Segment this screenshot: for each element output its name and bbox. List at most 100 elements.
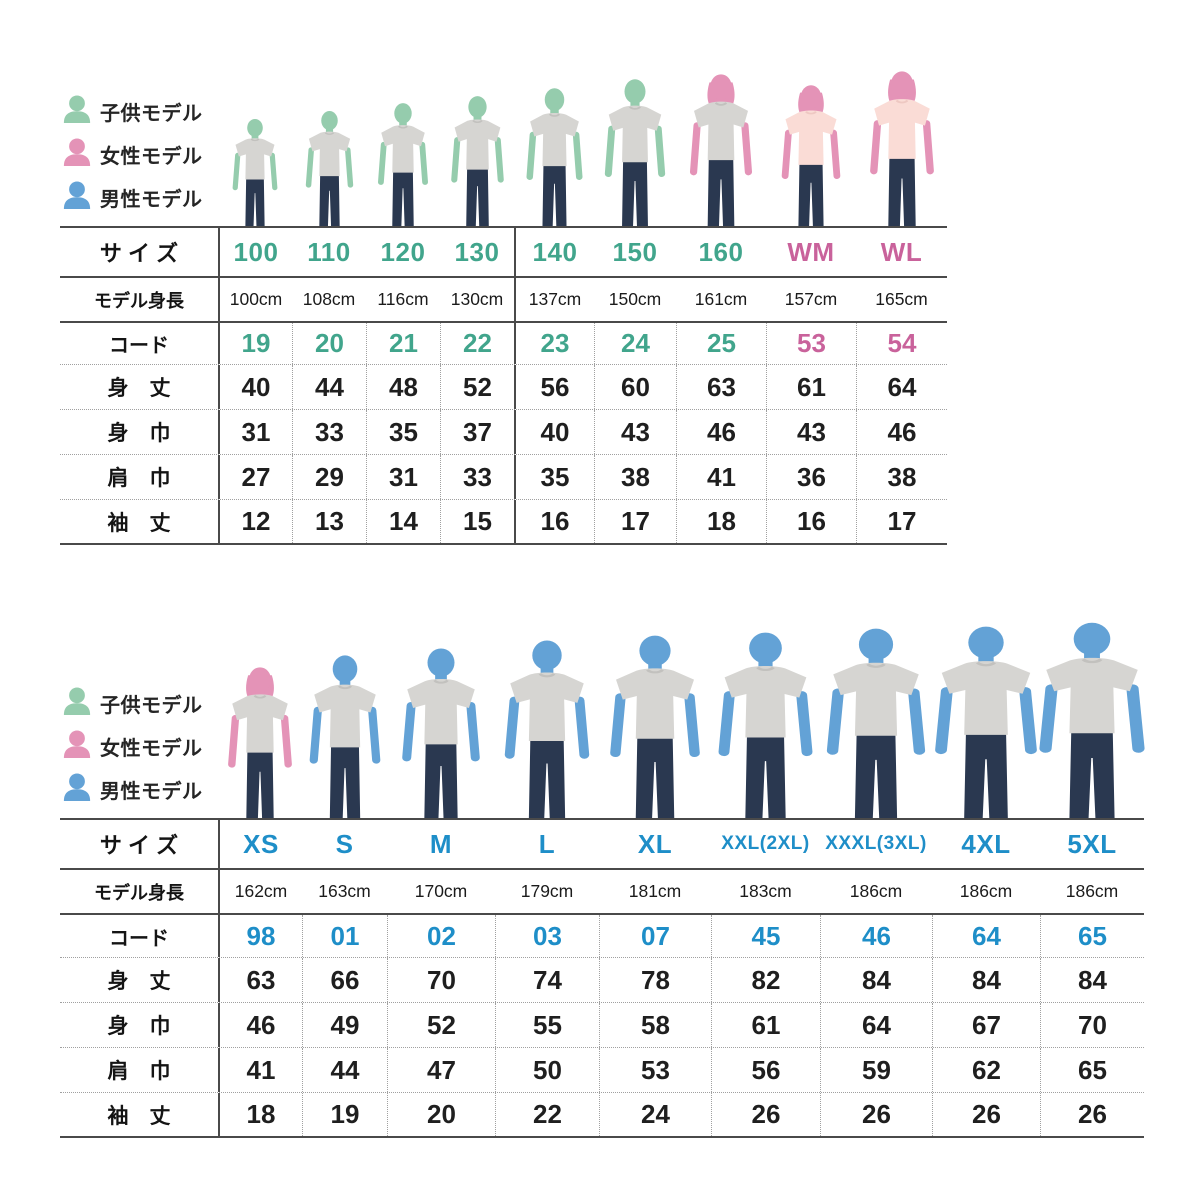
code-cell-XS: 98	[218, 915, 302, 957]
measure-row-shoulder-width-label: 肩 巾	[107, 467, 171, 490]
model-figure-WM	[777, 84, 845, 226]
sleeve-length-cell-100: 12	[218, 500, 292, 543]
size-row-label: サ イ ズ	[99, 833, 179, 858]
measure-row-sleeve-length: 袖 丈 18 19 20 22 24 26 26 26 26	[60, 1093, 1144, 1138]
measure-row-body-length-label: 身 丈	[107, 970, 171, 993]
measure-row-shoulder-width: 肩 巾 27 29 31 33 35 38 41 36 38	[60, 455, 947, 500]
code-cell-5XL: 65	[1040, 915, 1144, 957]
measure-row-sleeve-length-label: 袖 丈	[107, 1104, 171, 1128]
body-length-cell-XXL(2XL): 82	[711, 958, 820, 1002]
sleeve-length-cell-M: 20	[387, 1093, 495, 1136]
sleeve-length-cell-110: 13	[292, 500, 366, 543]
sleeve-length-cell-4XL: 26	[932, 1093, 1040, 1136]
size-cell-140: 140	[514, 228, 594, 276]
code-row-label: コード	[109, 927, 169, 950]
shoulder-width-cell-XS: 41	[218, 1048, 302, 1092]
code-cell-4XL: 64	[932, 915, 1040, 957]
sleeve-length-cell-XS: 18	[218, 1093, 302, 1136]
model-height-cell-140: 137cm	[514, 278, 594, 321]
body-width-cell-120: 35	[366, 410, 440, 454]
model-figure-130	[447, 95, 508, 226]
body-length-cell-XS: 63	[218, 958, 302, 1002]
body-width-cell-140: 40	[514, 410, 594, 454]
code-cell-S: 01	[302, 915, 387, 957]
body-width-cell-100: 31	[218, 410, 292, 454]
model-figure-XXL(2XL)	[711, 631, 820, 818]
model-height-row-label: モデル身長	[94, 882, 184, 903]
shoulder-width-cell-XXL(2XL): 56	[711, 1048, 820, 1092]
shoulder-width-cell-5XL: 65	[1040, 1048, 1144, 1092]
body-width-cell-M: 52	[387, 1003, 495, 1047]
size-row-label: サ イ ズ	[99, 241, 179, 266]
shoulder-width-cell-WM: 36	[766, 455, 856, 499]
legend-item-child: 子供モデル	[62, 687, 203, 720]
size-row: サ イ ズ XS S M L XL XXL(2XL) XXXL(3XL) 4XL 5XL	[60, 820, 1144, 870]
measure-row-body-width: 身 巾 31 33 35 37 40 43 46 43 46	[60, 410, 947, 455]
code-cell-120: 21	[366, 323, 440, 364]
size-cell-150: 150	[612, 236, 658, 267]
model-figure-XS	[223, 666, 297, 818]
model-height-cell-XS: 162cm	[218, 870, 302, 913]
shoulder-width-cell-160: 41	[676, 455, 766, 499]
body-width-cell-WL: 46	[856, 410, 947, 454]
shoulder-width-cell-L: 50	[495, 1048, 599, 1092]
size-cell-160: 160	[698, 236, 744, 267]
model-figure-4XL	[927, 625, 1045, 818]
body-length-cell-5XL: 84	[1040, 958, 1144, 1002]
body-width-cell-XXXL(3XL): 64	[820, 1003, 932, 1047]
body-width-cell-130: 37	[440, 410, 514, 454]
model-height-cell-150: 150cm	[608, 289, 662, 309]
shoulder-width-cell-100: 27	[218, 455, 292, 499]
model-legend: 子供モデル 女性モデル 男性モデル	[62, 95, 203, 214]
size-cell-L: L	[538, 828, 556, 859]
model-figures-row: 子供モデル 女性モデル 男性モデル	[60, 60, 947, 228]
shoulder-width-cell-S: 44	[302, 1048, 387, 1092]
shoulder-width-cell-XL: 53	[599, 1048, 711, 1092]
sleeve-length-cell-5XL: 26	[1040, 1093, 1144, 1136]
body-length-cell-100: 40	[218, 365, 292, 409]
sleeve-length-cell-120: 14	[366, 500, 440, 543]
model-figure-160	[685, 73, 757, 226]
shoulder-width-cell-150: 38	[594, 455, 676, 499]
female-model-icon	[62, 730, 92, 763]
shoulder-width-cell-140: 35	[514, 455, 594, 499]
measure-row-shoulder-width: 肩 巾 41 44 47 50 53 56 59 62 65	[60, 1048, 1144, 1093]
size-cell-5XL: 5XL	[1067, 828, 1117, 859]
model-figure-100	[229, 118, 281, 226]
size-table-adult: サ イ ズ XS S M L XL XXL(2XL) XXXL(3XL) 4XL 5XL モデル身長…	[60, 820, 1144, 1138]
size-chart-section-kids-women: 子供モデル 女性モデル 男性モデル	[60, 60, 947, 545]
measure-row-shoulder-width-label: 肩 巾	[107, 1060, 171, 1083]
male-model-icon	[62, 773, 92, 806]
size-cell-XXXL(3XL): XXXL(3XL)	[825, 833, 927, 854]
body-width-cell-S: 49	[302, 1003, 387, 1047]
model-figure-140	[522, 87, 587, 226]
sleeve-length-cell-XXL(2XL): 26	[711, 1093, 820, 1136]
size-cell-S: S	[335, 828, 354, 859]
size-cell-130: 130	[454, 236, 500, 267]
model-figure-110	[302, 110, 357, 226]
size-cell-110: 110	[307, 236, 351, 267]
sleeve-length-cell-140: 16	[514, 500, 594, 543]
model-figure-XXXL(3XL)	[819, 627, 933, 818]
code-cell-160: 25	[676, 323, 766, 364]
measure-row-body-width: 身 巾 46 49 52 55 58 61 64 67 70	[60, 1003, 1144, 1048]
legend-label-female: 女性モデル	[100, 738, 203, 760]
shoulder-width-cell-110: 29	[292, 455, 366, 499]
model-figure-S	[304, 654, 386, 818]
sleeve-length-cell-S: 19	[302, 1093, 387, 1136]
shoulder-width-cell-M: 47	[387, 1048, 495, 1092]
size-cell-XL: XL	[637, 828, 673, 859]
measure-row-sleeve-length: 袖 丈 12 13 14 15 16 17 18 16 17	[60, 500, 947, 545]
code-cell-XXXL(3XL): 46	[820, 915, 932, 957]
model-height-row: モデル身長 162cm 163cm 170cm 179cm 181cm 183cm 186cm…	[60, 870, 1144, 915]
legend-item-male: 男性モデル	[62, 773, 203, 806]
model-height-cell-130: 130cm	[450, 289, 504, 309]
model-height-cell-XXXL(3XL): 186cm	[849, 881, 903, 901]
shoulder-width-cell-WL: 38	[856, 455, 947, 499]
model-height-cell-XXL(2XL): 183cm	[739, 881, 792, 901]
measure-row-body-length-label: 身 丈	[107, 377, 171, 400]
sleeve-length-cell-XXXL(3XL): 26	[820, 1093, 932, 1136]
model-figure-L	[498, 639, 596, 818]
sleeve-length-cell-WL: 17	[856, 500, 947, 543]
model-figures-row: 子供モデル 女性モデル 男性モデル	[60, 614, 1145, 820]
